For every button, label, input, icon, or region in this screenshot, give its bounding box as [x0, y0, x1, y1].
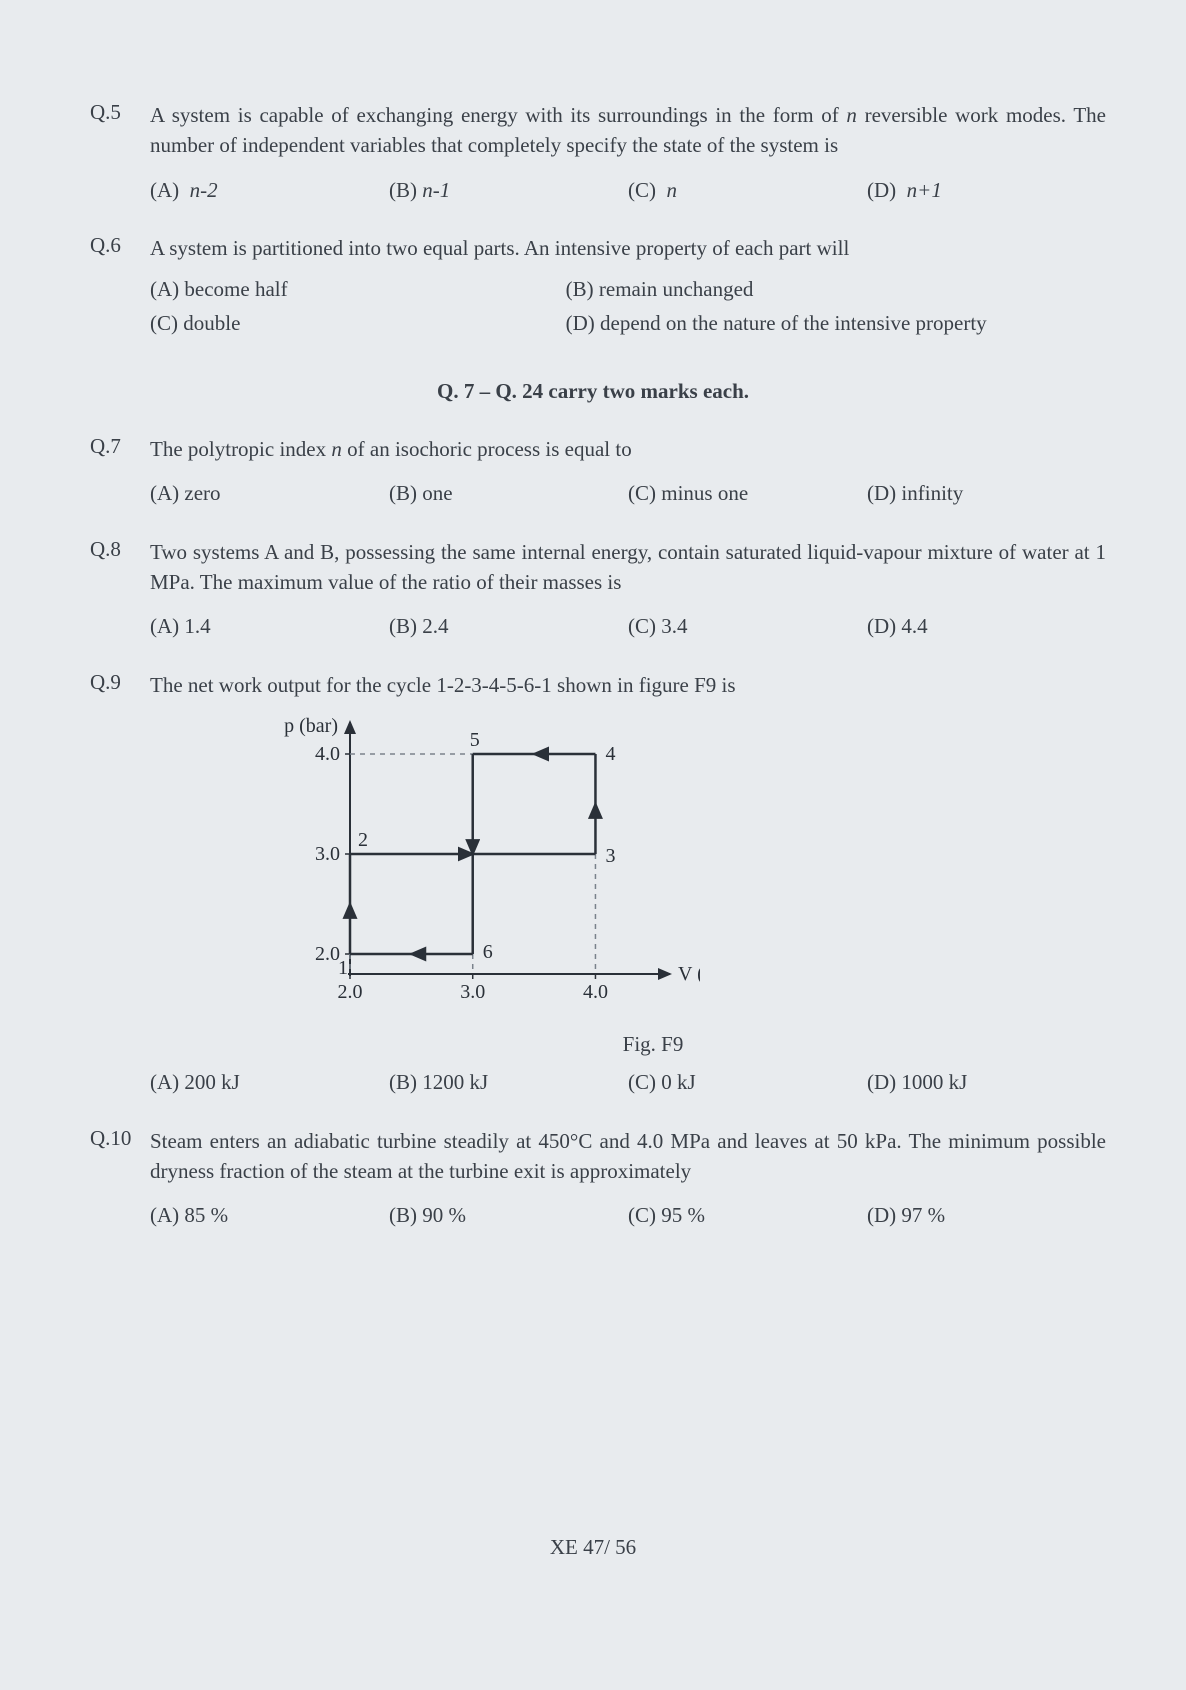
option-c: (C) n: [628, 175, 867, 205]
question-9: Q.9 The net work output for the cycle 1-…: [80, 670, 1106, 1098]
option-d: (D) 4.4: [867, 611, 1106, 641]
pv-diagram: p (bar) V (m³) 4.0 3.0 2.0 2.0 3.0 4.0 1 2 3 4 5 6: [280, 714, 700, 1014]
option-c: (C) 95 %: [628, 1200, 867, 1230]
question-number: Q.10: [80, 1126, 150, 1231]
question-6: Q.6 A system is partitioned into two equ…: [80, 233, 1106, 338]
question-8: Q.8 Two systems A and B, possessing the …: [80, 537, 1106, 642]
figure-caption: Fig. F9: [200, 1029, 1106, 1059]
options-row: (A) 85 % (B) 90 % (C) 95 % (D) 97 %: [150, 1200, 1106, 1230]
option-b: (B) remain unchanged: [566, 274, 1106, 304]
options-row: (A) n-2 (B) n-1 (C) n (D) n+1: [150, 175, 1106, 205]
option-b: (B) 2.4: [389, 611, 628, 641]
question-text: Two systems A and B, possessing the same…: [150, 540, 1106, 594]
question-number: Q.7: [80, 434, 150, 509]
svg-text:4.0: 4.0: [583, 981, 608, 1003]
options-row: (A) 200 kJ (B) 1200 kJ (C) 0 kJ (D) 1000…: [150, 1067, 1106, 1097]
figure-f9: p (bar)V (m³)4.03.02.02.03.04.0123456 Fi…: [280, 714, 1106, 1059]
option-a: (A) 1.4: [150, 611, 389, 641]
options-row: (A) zero (B) one (C) minus one (D) infin…: [150, 478, 1106, 508]
svg-text:p (bar): p (bar): [284, 715, 338, 737]
question-body: A system is capable of exchanging energy…: [150, 100, 1106, 205]
svg-text:3.0: 3.0: [460, 981, 485, 1003]
option-a: (A) zero: [150, 478, 389, 508]
option-c: (C) double: [150, 308, 566, 338]
question-7: Q.7 The polytropic index n of an isochor…: [80, 434, 1106, 509]
option-d: (D) depend on the nature of the intensiv…: [566, 308, 1106, 338]
options-row: (A) 1.4 (B) 2.4 (C) 3.4 (D) 4.4: [150, 611, 1106, 641]
svg-text:5: 5: [470, 729, 480, 751]
option-c: (C) 0 kJ: [628, 1067, 867, 1097]
svg-text:4.0: 4.0: [315, 743, 340, 765]
option-a: (A) 200 kJ: [150, 1067, 389, 1097]
svg-text:4: 4: [605, 743, 615, 765]
option-b: (B) n-1: [389, 175, 628, 205]
question-10: Q.10 Steam enters an adiabatic turbine s…: [80, 1126, 1106, 1231]
option-b: (B) one: [389, 478, 628, 508]
question-body: A system is partitioned into two equal p…: [150, 233, 1106, 338]
question-text: The polytropic index n of an isochoric p…: [150, 437, 632, 461]
question-body: The net work output for the cycle 1-2-3-…: [150, 670, 1106, 1098]
option-d: (D) 97 %: [867, 1200, 1106, 1230]
svg-text:2: 2: [358, 829, 368, 851]
options-grid: (A) become half (B) remain unchanged (C)…: [150, 274, 1106, 339]
question-body: The polytropic index n of an isochoric p…: [150, 434, 1106, 509]
option-d: (D) n+1: [867, 175, 1106, 205]
question-5: Q.5 A system is capable of exchanging en…: [80, 100, 1106, 205]
option-b: (B) 90 %: [389, 1200, 628, 1230]
question-number: Q.6: [80, 233, 150, 338]
svg-text:2.0: 2.0: [338, 981, 363, 1003]
svg-text:6: 6: [483, 941, 493, 963]
question-text: A system is capable of exchanging energy…: [150, 103, 1106, 157]
option-c: (C) 3.4: [628, 611, 867, 641]
question-number: Q.8: [80, 537, 150, 642]
page-number: XE 47/ 56: [0, 1535, 1186, 1560]
section-heading: Q. 7 – Q. 24 carry two marks each.: [80, 379, 1106, 404]
option-a: (A) n-2: [150, 175, 389, 205]
svg-text:3: 3: [605, 845, 615, 867]
question-text: A system is partitioned into two equal p…: [150, 236, 849, 260]
question-text: The net work output for the cycle 1-2-3-…: [150, 673, 736, 697]
svg-text:2.0: 2.0: [315, 943, 340, 965]
svg-text:3.0: 3.0: [315, 843, 340, 865]
question-number: Q.5: [80, 100, 150, 205]
svg-text:1: 1: [338, 957, 348, 979]
question-body: Two systems A and B, possessing the same…: [150, 537, 1106, 642]
svg-text:V (m³): V (m³): [678, 963, 700, 985]
option-a: (A) become half: [150, 274, 566, 304]
option-d: (D) 1000 kJ: [867, 1067, 1106, 1097]
question-text: Steam enters an adiabatic turbine steadi…: [150, 1129, 1106, 1183]
option-a: (A) 85 %: [150, 1200, 389, 1230]
option-c: (C) minus one: [628, 478, 867, 508]
option-d: (D) infinity: [867, 478, 1106, 508]
question-body: Steam enters an adiabatic turbine steadi…: [150, 1126, 1106, 1231]
option-b: (B) 1200 kJ: [389, 1067, 628, 1097]
question-number: Q.9: [80, 670, 150, 1098]
